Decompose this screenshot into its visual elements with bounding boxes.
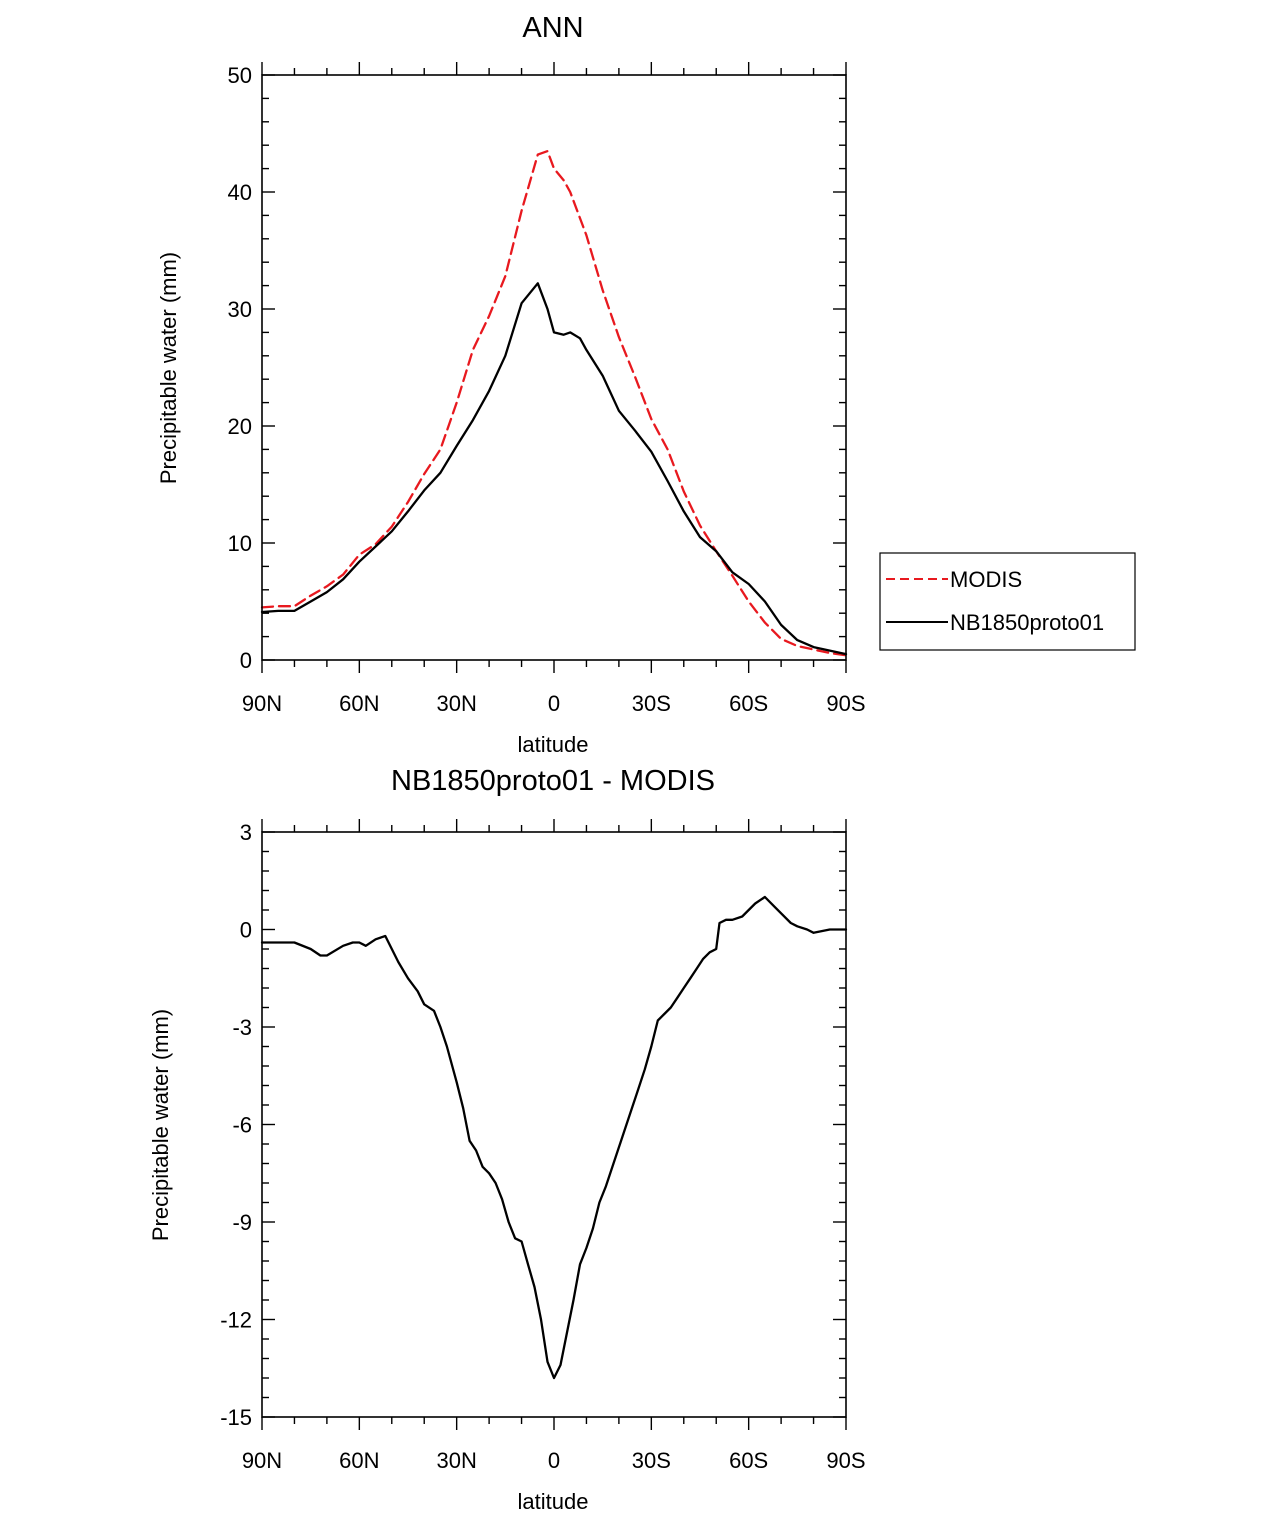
chart-difference-xlabel: latitude xyxy=(518,1489,589,1514)
chart-difference-x-tick-label: 90S xyxy=(826,1448,865,1473)
legend-box xyxy=(879,552,1136,651)
legend: MODIS NB1850proto01 xyxy=(879,552,1136,651)
chart-difference-y-tick-label: -15 xyxy=(220,1405,252,1430)
chart-ann-y-tick-label: 10 xyxy=(228,531,252,556)
chart-difference-title: NB1850proto01 - MODIS xyxy=(391,765,715,797)
chart-ann-y-tick-label: 40 xyxy=(228,180,252,205)
chart-ann-y-tick-label: 0 xyxy=(240,648,252,673)
chart-difference-x-tick-label: 60N xyxy=(339,1448,379,1473)
chart-ann-ylabel: Precipitable water (mm) xyxy=(156,252,181,484)
chart-difference-series-nb1850proto01-modis xyxy=(260,895,848,1380)
chart-difference-x-tick-label: 30N xyxy=(436,1448,476,1473)
chart-ann-x-tick-label: 60N xyxy=(339,691,379,716)
chart-difference-x-tick-label: 0 xyxy=(548,1448,560,1473)
chart-difference-ylabel: Precipitable water (mm) xyxy=(148,1009,173,1241)
chart-ann-y-tick-label: 50 xyxy=(228,63,252,88)
chart-difference-y-tick-label: 3 xyxy=(240,820,252,845)
chart-ann-x-tick-label: 30N xyxy=(436,691,476,716)
chart-difference-y-tick-label: -6 xyxy=(232,1113,252,1138)
legend-modis-label: MODIS xyxy=(950,567,1022,592)
chart-ann-x-tick-label: 90N xyxy=(242,691,282,716)
chart-difference: NB1850proto01 - MODIS -15 -12 -9 -6 -3 0 3 90N 6… xyxy=(148,765,866,1514)
chart-ann: ANN 0 10 20 30 40 50 90N 60N 30N 0 30S 60S 90S latit… xyxy=(156,12,1136,757)
chart-ann-frame xyxy=(261,74,847,661)
chart-ann-x-tick-label: 0 xyxy=(548,691,560,716)
chart-difference-frame xyxy=(261,831,847,1418)
chart-difference-x-tick-label: 60S xyxy=(729,1448,768,1473)
legend-nb1850-label: NB1850proto01 xyxy=(950,610,1104,635)
chart-difference-y-tick-label: -3 xyxy=(232,1015,252,1040)
chart-ann-series-modis xyxy=(260,149,848,657)
chart-difference-x-tick-label: 90N xyxy=(242,1448,282,1473)
chart-difference-x-tick-label: 30S xyxy=(632,1448,671,1473)
chart-ann-series-nb1850proto01 xyxy=(260,282,848,656)
chart-difference-y-tick-label: -12 xyxy=(220,1308,252,1333)
chart-ann-y-tick-label: 30 xyxy=(228,297,252,322)
chart-ann-x-tick-label: 60S xyxy=(729,691,768,716)
chart-ann-title: ANN xyxy=(522,12,583,44)
chart-ann-x-tick-label: 90S xyxy=(826,691,865,716)
chart-difference-y-tick-label: 0 xyxy=(240,918,252,943)
chart-ann-y-tick-label: 20 xyxy=(228,414,252,439)
chart-ann-xlabel: latitude xyxy=(518,732,589,757)
chart-difference-y-tick-label: -9 xyxy=(232,1210,252,1235)
chart-ann-x-tick-label: 30S xyxy=(632,691,671,716)
